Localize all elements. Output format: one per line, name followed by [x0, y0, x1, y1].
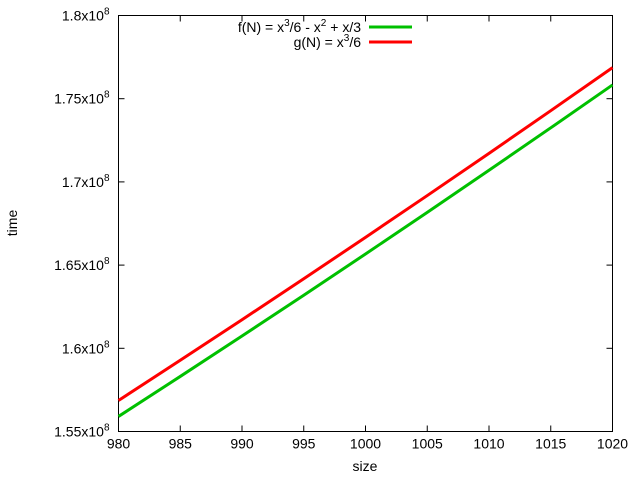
series-line-g	[117, 66, 614, 402]
legend-label: g(N) = x3/6	[294, 33, 362, 50]
x-tick-label: 1010	[473, 436, 504, 452]
x-tick-label: 1015	[535, 436, 566, 452]
series-line-f	[117, 83, 614, 418]
y-tick-label: 1.75x108	[54, 90, 110, 107]
x-tick-label: 1020	[597, 436, 628, 452]
y-axis-label: time	[4, 210, 20, 237]
y-tick-label: 1.6x108	[62, 339, 110, 356]
x-tick-label: 985	[169, 436, 193, 452]
y-tick-label: 1.65x108	[54, 256, 110, 273]
x-axis-label: size	[353, 458, 378, 474]
y-tick-label: 1.7x108	[62, 173, 110, 190]
legend-label: f(N) = x3/6 - x2 + x/3	[238, 18, 361, 35]
x-tick-label: 980	[107, 436, 131, 452]
y-tick-label: 1.55x108	[54, 423, 110, 440]
y-tick-label: 1.8x108	[62, 7, 110, 24]
x-tick-label: 1000	[350, 436, 381, 452]
x-tick-label: 1005	[412, 436, 443, 452]
x-tick-label: 990	[230, 436, 254, 452]
x-tick-label: 995	[292, 436, 316, 452]
legend: f(N) = x3/6 - x2 + x/3g(N) = x3/6	[238, 18, 412, 50]
